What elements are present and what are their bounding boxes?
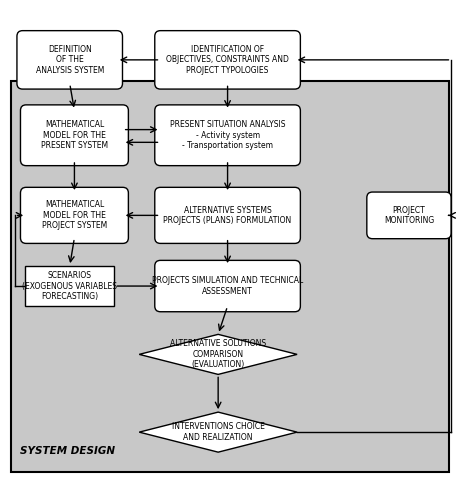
Text: SYSTEM DESIGN: SYSTEM DESIGN — [20, 446, 115, 456]
Text: ALTERNATIVE SYSTEMS
PROJECTS (PLANS) FORMULATION: ALTERNATIVE SYSTEMS PROJECTS (PLANS) FOR… — [164, 206, 292, 225]
FancyBboxPatch shape — [367, 192, 451, 239]
Text: IDENTIFICATION OF
OBJECTIVES, CONSTRAINTS AND
PROJECT TYPOLOGIES: IDENTIFICATION OF OBJECTIVES, CONSTRAINT… — [166, 45, 289, 75]
FancyBboxPatch shape — [20, 187, 128, 244]
Polygon shape — [139, 335, 297, 374]
FancyBboxPatch shape — [25, 266, 115, 306]
Text: ALTERNATIVE SOLUTIONS
COMPARISON
(EVALUATION): ALTERNATIVE SOLUTIONS COMPARISON (EVALUA… — [170, 339, 266, 369]
FancyBboxPatch shape — [155, 105, 301, 166]
Text: PRESENT SITUATION ANALYSIS
- Activity system
- Transportation system: PRESENT SITUATION ANALYSIS - Activity sy… — [170, 121, 285, 150]
FancyBboxPatch shape — [155, 260, 301, 312]
FancyBboxPatch shape — [155, 31, 301, 89]
Text: MATHEMATICAL
MODEL FOR THE
PRESENT SYSTEM: MATHEMATICAL MODEL FOR THE PRESENT SYSTE… — [41, 121, 108, 150]
Text: DEFINITION
OF THE
ANALYSIS SYSTEM: DEFINITION OF THE ANALYSIS SYSTEM — [36, 45, 104, 75]
FancyBboxPatch shape — [17, 31, 122, 89]
FancyBboxPatch shape — [11, 81, 449, 472]
Text: INTERVENTIONS CHOICE
AND REALIZATION: INTERVENTIONS CHOICE AND REALIZATION — [172, 423, 264, 442]
Polygon shape — [139, 412, 297, 452]
Text: PROJECTS SIMULATION AND TECHNICAL
ASSESSMENT: PROJECTS SIMULATION AND TECHNICAL ASSESS… — [152, 277, 303, 296]
FancyBboxPatch shape — [20, 105, 128, 166]
Text: MATHEMATICAL
MODEL FOR THE
PROJECT SYSTEM: MATHEMATICAL MODEL FOR THE PROJECT SYSTE… — [42, 200, 107, 230]
Text: SCENARIOS
(EXOGENOUS VARIABLES
FORECASTING): SCENARIOS (EXOGENOUS VARIABLES FORECASTI… — [22, 271, 117, 301]
FancyBboxPatch shape — [155, 187, 301, 244]
Text: PROJECT
MONITORING: PROJECT MONITORING — [384, 206, 434, 225]
